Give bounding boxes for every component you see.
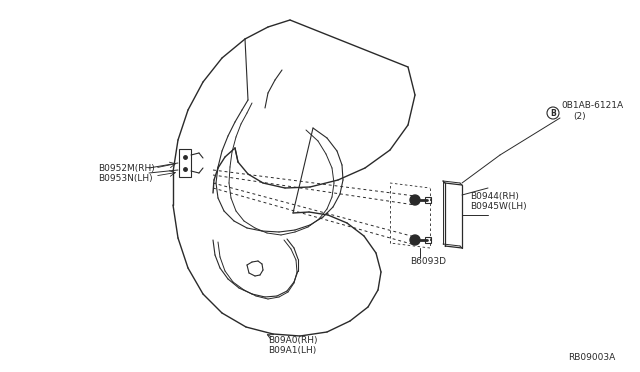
Text: B09A0(RH): B09A0(RH) (268, 336, 317, 344)
Text: B09A1(LH): B09A1(LH) (268, 346, 316, 355)
Bar (425, 197, 431, 203)
Text: B0953N(LH): B0953N(LH) (98, 173, 152, 183)
Text: B0944(RH): B0944(RH) (470, 192, 519, 201)
Bar (425, 237, 431, 243)
Text: 0B1AB-6121A: 0B1AB-6121A (561, 102, 623, 110)
Circle shape (410, 235, 420, 245)
Text: B0945W(LH): B0945W(LH) (470, 202, 527, 212)
Text: RB09003A: RB09003A (568, 353, 615, 362)
Circle shape (410, 195, 420, 205)
Text: B0952M(RH): B0952M(RH) (98, 164, 155, 173)
Bar (179, 149, 191, 177)
Text: B: B (550, 109, 556, 118)
Text: (2): (2) (573, 112, 586, 122)
Text: B6093D: B6093D (410, 257, 446, 266)
